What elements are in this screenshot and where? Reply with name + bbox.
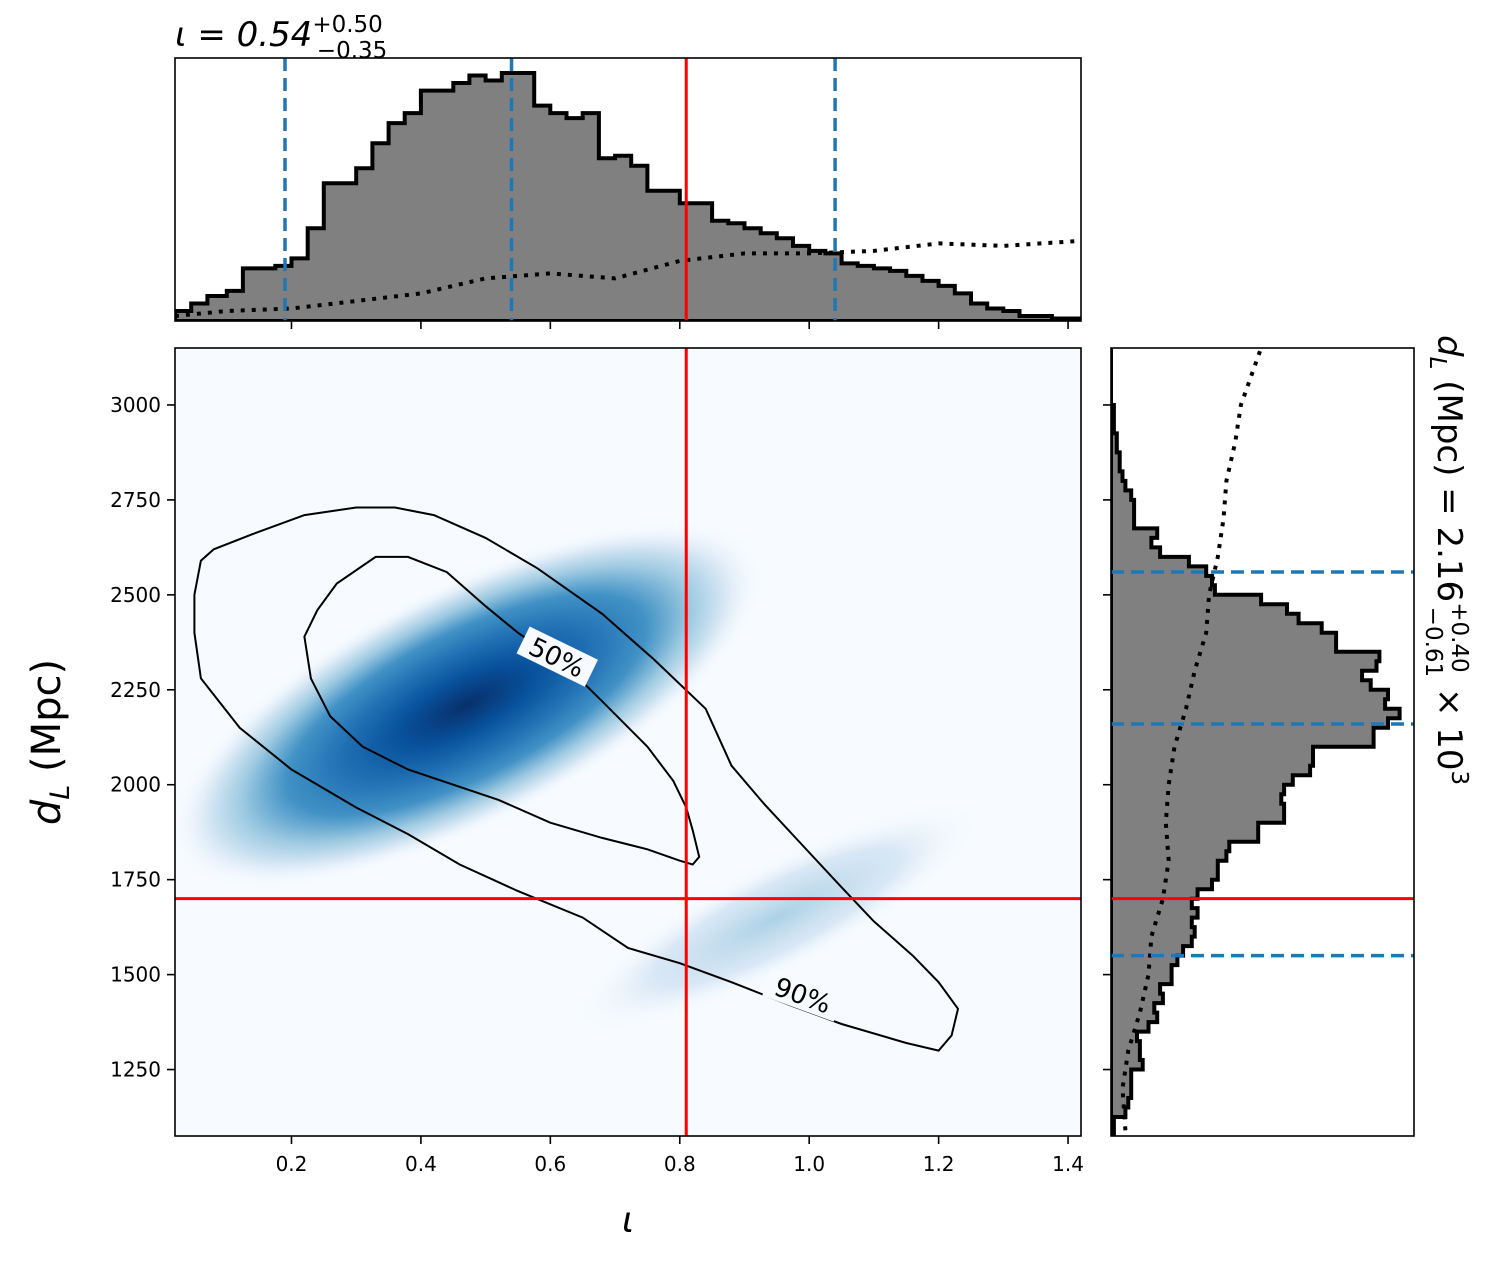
contour-50 <box>303 555 701 866</box>
top-x-ticks <box>290 321 1069 329</box>
contour-label-bg <box>516 626 598 687</box>
x-axis-ticks: 0.2 0.4 0.6 0.8 1.0 1.2 1.4 <box>276 1136 1084 1176</box>
x-tick-label: 0.2 <box>276 1152 308 1176</box>
iota-prior-curve <box>175 238 1081 318</box>
x-tick-label: 1.2 <box>923 1152 955 1176</box>
contour-labels: 50%90% <box>516 626 844 1022</box>
right-marginal-panel <box>1103 347 1415 1137</box>
y-tick-label: 1500 <box>110 963 161 987</box>
x-tick-label: 1.0 <box>793 1152 825 1176</box>
y-tick-label: 2750 <box>110 488 161 512</box>
y-tick-label: 2500 <box>110 583 161 607</box>
y-axis-ticks: 1250 1500 1750 2000 2250 2500 2750 3000 <box>110 393 175 1082</box>
y-axis-label: dL (Mpc) <box>24 659 76 825</box>
truth-lines <box>175 348 1081 1136</box>
y-tick-label: 1750 <box>110 868 161 892</box>
joint-frame <box>174 347 1082 1137</box>
x-tick-label: 0.6 <box>534 1152 566 1176</box>
dL-histogram <box>1111 348 1414 1136</box>
joint-panel: 50%90% 0.2 0.4 0.6 0.8 1.0 1.2 1.4 1250 1500 175… <box>110 347 1084 1176</box>
top-marginal-panel <box>174 57 1082 329</box>
dL-prior-curve <box>1120 348 1263 1131</box>
contour-90 <box>193 506 960 1052</box>
y-tick-label: 2000 <box>110 773 161 797</box>
iota-marginal-title: ι = 0.54+0.50 −0.35 <box>175 12 387 64</box>
iota-histogram <box>175 58 1081 321</box>
density-core <box>175 520 766 890</box>
dL-histogram-bars <box>1111 348 1402 1136</box>
x-tick-label: 1.4 <box>1052 1152 1084 1176</box>
iota-histogram-bars <box>175 71 1081 321</box>
contour-label-bg <box>762 967 844 1022</box>
right-y-ticks <box>1103 404 1111 1071</box>
y-tick-label: 3000 <box>110 393 161 417</box>
credible-contours <box>193 506 960 1052</box>
x-axis-label: ι <box>622 1200 634 1241</box>
y-tick-label: 1250 <box>110 1058 161 1082</box>
dL-marginal-title: dL (Mpc) = 2.16+0.40−0.61 × 103 <box>1420 335 1472 785</box>
x-tick-label: 0.8 <box>664 1152 696 1176</box>
x-tick-label: 0.4 <box>405 1152 437 1176</box>
density-tail <box>570 802 984 1033</box>
right-frame <box>1110 347 1415 1137</box>
y-tick-label: 2250 <box>110 678 161 702</box>
density-heatmap <box>175 520 984 1033</box>
top-frame <box>174 57 1082 322</box>
